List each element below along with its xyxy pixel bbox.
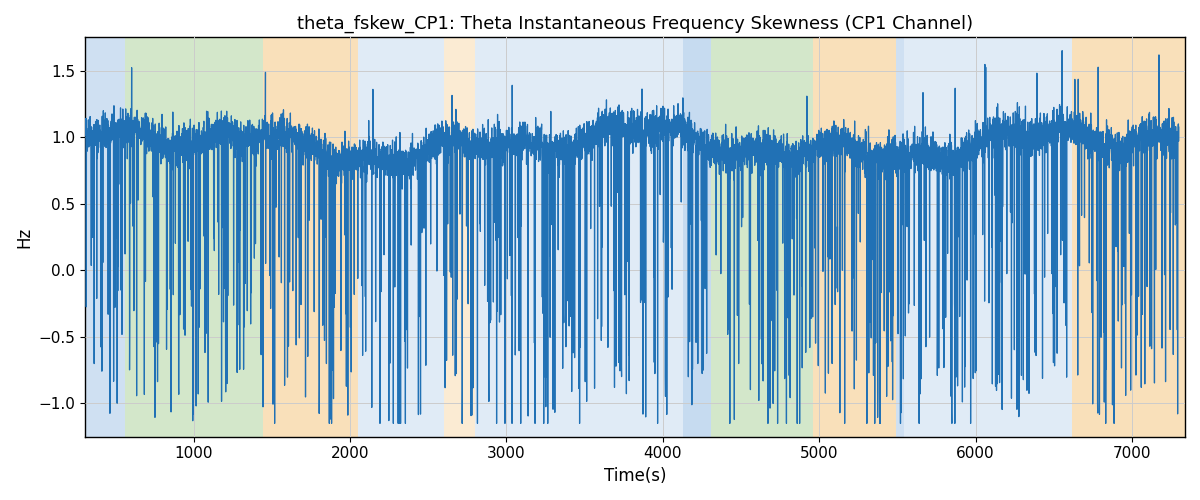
Bar — [895, 38, 904, 436]
Bar — [538, 38, 683, 436]
X-axis label: Time(s): Time(s) — [604, 467, 666, 485]
Bar — [712, 38, 812, 436]
Title: theta_fskew_CP1: Theta Instantaneous Frequency Skewness (CP1 Channel): theta_fskew_CP1: Theta Instantaneous Fre… — [298, 15, 973, 34]
Bar — [263, 38, 358, 436]
Y-axis label: Hz: Hz — [14, 226, 32, 248]
Bar — [85, 38, 125, 436]
Bar — [683, 38, 712, 436]
Bar — [904, 38, 1073, 436]
Bar — [125, 38, 263, 436]
Bar — [444, 38, 475, 436]
Bar — [358, 38, 444, 436]
Bar — [1073, 38, 1186, 436]
Bar — [812, 38, 895, 436]
Bar — [475, 38, 538, 436]
